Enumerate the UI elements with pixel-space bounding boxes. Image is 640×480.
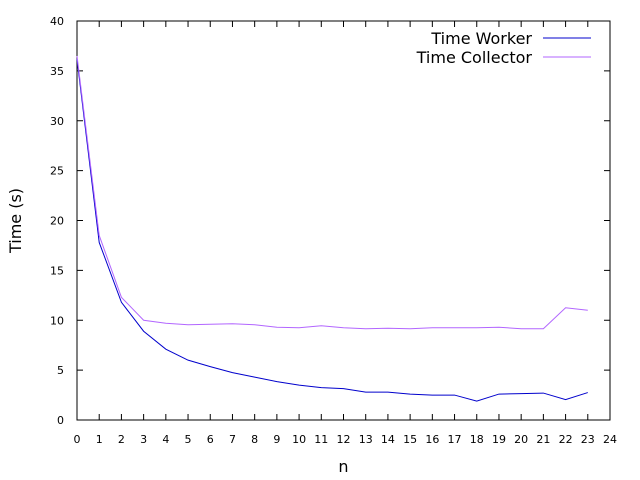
legend-label: Time Worker: [430, 29, 532, 48]
x-tick-label: 22: [559, 433, 573, 446]
y-tick-label: 0: [57, 414, 64, 427]
y-axis-ticks: 0 5 10 15 20 25 30 35 40: [50, 15, 610, 427]
x-tick-label: 8: [251, 433, 258, 446]
x-tick-label: 18: [470, 433, 484, 446]
x-axis-label: n: [338, 457, 348, 476]
x-tick-label: 20: [514, 433, 528, 446]
plot-border: [76, 20, 611, 421]
x-tick-label: 14: [381, 433, 395, 446]
x-tick-label: 6: [207, 433, 214, 446]
x-tick-label: 12: [337, 433, 351, 446]
x-tick-label: 15: [403, 433, 417, 446]
x-axis-ticks: 0 1 2 3 4 5 6 7 8 9 10 11 12 13 14 15 16 17 18 19 20 21 22 23 24: [74, 21, 617, 446]
x-tick-label: 16: [425, 433, 439, 446]
x-tick-label: 2: [118, 433, 125, 446]
legend-label: Time Collector: [416, 48, 533, 67]
y-tick-label: 20: [50, 215, 64, 228]
x-tick-label: 4: [162, 433, 169, 446]
x-tick-label: 19: [492, 433, 506, 446]
x-tick-label: 9: [273, 433, 280, 446]
x-tick-label: 5: [185, 433, 192, 446]
y-tick-label: 35: [50, 65, 64, 78]
series-line-time-worker: [76, 58, 588, 402]
y-tick-label: 5: [57, 364, 64, 377]
x-tick-label: 11: [314, 433, 328, 446]
x-tick-label: 3: [140, 433, 147, 446]
x-tick-label: 0: [74, 433, 81, 446]
y-axis-label: Time (s): [6, 188, 25, 254]
x-tick-label: 7: [229, 433, 236, 446]
x-tick-label: 1: [96, 433, 103, 446]
y-tick-label: 15: [50, 264, 64, 277]
x-tick-label: 23: [581, 433, 595, 446]
y-tick-label: 10: [50, 314, 64, 327]
x-tick-label: 21: [536, 433, 550, 446]
x-tick-label: 10: [292, 433, 306, 446]
y-tick-label: 30: [50, 115, 64, 128]
y-tick-label: 25: [50, 165, 64, 178]
series-line-time-collector: [76, 55, 588, 330]
series-layer: [76, 55, 588, 402]
plot-frame: [76, 20, 611, 421]
x-tick-label: 24: [603, 433, 617, 446]
x-tick-label: 17: [448, 433, 462, 446]
x-tick-label: 13: [359, 433, 373, 446]
y-tick-label: 40: [50, 15, 64, 28]
